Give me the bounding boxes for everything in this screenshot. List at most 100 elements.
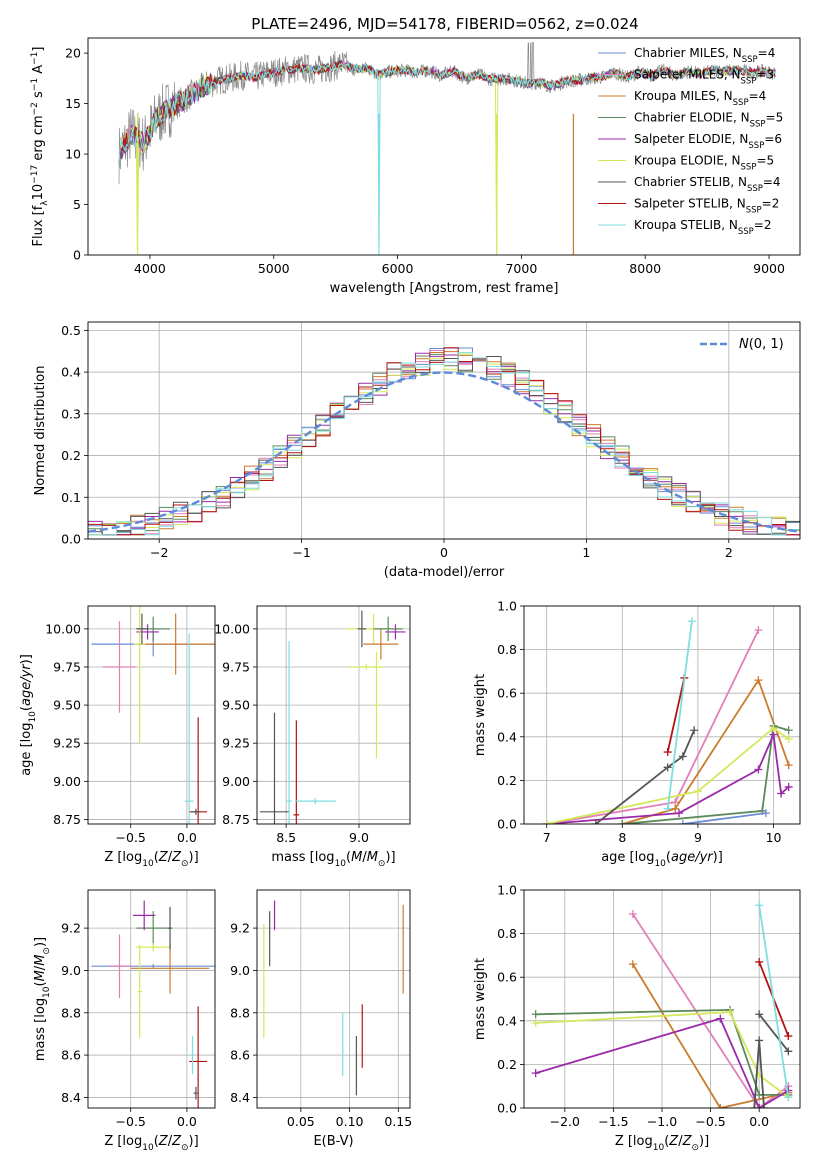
series-marker xyxy=(784,1032,793,1041)
legend-subscript: SSP xyxy=(738,227,754,237)
label-part: Z [log xyxy=(615,1134,653,1149)
series-marker xyxy=(755,1010,764,1019)
x-axis-label: Z [log10(Z/Z⊙)] xyxy=(104,850,198,869)
series-line xyxy=(758,905,790,1098)
errorbar-point xyxy=(184,633,194,824)
series-marker xyxy=(784,761,793,770)
axes-frame xyxy=(523,889,801,1109)
y-tick-label: 9.50 xyxy=(222,698,250,713)
residual-histogram-panel: −2 −1 0 1 2 0.0 0.1 0.2 0.3 0.4 0.5 (data-model)/er… xyxy=(33,321,801,580)
label-part: ( xyxy=(666,850,671,865)
mass-weight-series xyxy=(542,617,793,824)
errorbar-point xyxy=(190,1036,195,1075)
y-tick-label: 9.00 xyxy=(53,774,81,789)
label-part: )] xyxy=(189,1134,199,1149)
label-part: ⊙ xyxy=(691,1143,699,1153)
age-vs-mass-panel: 8.5 9.0 8.75 9.00 9.25 9.50 9.75 10.00 mass [log… xyxy=(214,605,411,869)
series-marker xyxy=(777,789,786,798)
x-tick-label: −1.5 xyxy=(598,1114,628,1129)
legend-label: Chabrier STELIB, NSSP=4 xyxy=(634,175,781,194)
x-axis-label: wavelength [Angstrom, rest frame] xyxy=(330,281,559,296)
label-part: Z xyxy=(682,1134,693,1149)
legend-label: Chabrier MILES, NSSP=4 xyxy=(634,46,775,65)
axes-frame xyxy=(87,37,801,256)
label-part: ⊙ xyxy=(181,1143,189,1153)
y-tick-label: 8.4 xyxy=(230,1090,250,1105)
series-line xyxy=(595,729,695,824)
legend-label: N(0, 1) xyxy=(739,337,784,352)
errorbars xyxy=(259,610,406,824)
x-tick-label: 0.0 xyxy=(749,1114,769,1129)
label-part: Z xyxy=(668,1134,679,1149)
y-tick-label: 8.8 xyxy=(230,1005,250,1020)
legend-subscript: SSP xyxy=(741,163,757,173)
label-part: λ xyxy=(40,200,50,206)
legend-nssp: =4 xyxy=(758,46,776,60)
series-marker xyxy=(628,909,637,918)
legend-subscript: SSP xyxy=(747,184,763,194)
y-tick-label: 10.00 xyxy=(45,621,81,636)
errorbars xyxy=(91,900,215,1108)
series-marker xyxy=(531,1018,540,1027)
x-axis-label: (data-model)/error xyxy=(384,565,505,580)
x-tick-label: −2 xyxy=(150,545,168,560)
legend-model-name: Salpeter STELIB, N xyxy=(634,197,746,211)
y-tick-label: 0.6 xyxy=(497,970,517,985)
y-tick-label: 0.4 xyxy=(497,729,517,744)
model-spectrum-line xyxy=(118,62,776,255)
y-tick-label: 0.3 xyxy=(61,406,81,421)
x-tick-label: 0.05 xyxy=(287,1114,315,1129)
label-part: wavelength [Angstrom, rest frame] xyxy=(330,281,559,296)
errorbar-point xyxy=(108,934,131,998)
histogram-step xyxy=(88,352,800,536)
errorbar-point xyxy=(293,720,300,824)
y-tick-label: 8.75 xyxy=(222,812,250,827)
legend-subscript: SSP xyxy=(742,55,758,65)
series-line xyxy=(666,677,686,753)
series-line xyxy=(546,731,790,824)
y-tick-label: 9.25 xyxy=(222,736,250,751)
series-marker xyxy=(754,625,763,634)
label-part: 10 xyxy=(28,711,38,723)
label-part: −1 xyxy=(30,78,40,91)
massweight-vs-metallicity-panel: −2.0 −1.5 −1.0 −0.5 0.0 0.0 0.2 0.4 0.6 0.8 1.0 Z [… xyxy=(473,883,801,1153)
legend-model-name: Kroupa MILES, N xyxy=(634,89,733,103)
series-marker xyxy=(531,1069,540,1078)
series-marker xyxy=(726,1008,735,1017)
series-line xyxy=(666,621,693,809)
label-part: age [log xyxy=(601,850,654,865)
legend-nssp: =4 xyxy=(763,175,781,189)
y-tick-label: 0.2 xyxy=(497,773,517,788)
normal-curve xyxy=(88,371,800,533)
x-tick-label: 9 xyxy=(694,830,702,845)
series-marker xyxy=(754,676,763,685)
y-axis-label: age [log10(age/yr)] xyxy=(19,654,38,776)
errorbar-point xyxy=(373,616,403,642)
y-tick-label: 9.25 xyxy=(53,736,81,751)
label-part: (0, 1) xyxy=(749,337,784,352)
errorbar-point xyxy=(357,610,367,648)
series-marker xyxy=(542,820,551,824)
series-line xyxy=(535,1008,789,1096)
label-part: Normed distribution xyxy=(33,366,48,496)
label-part: )] xyxy=(699,1134,709,1149)
y-tick-label: 0.0 xyxy=(497,817,517,832)
y-tick-label: 8.4 xyxy=(61,1090,81,1105)
axes-frame xyxy=(87,889,216,1109)
label-part: Z xyxy=(158,1134,169,1149)
legend-model-name: Chabrier MILES, N xyxy=(634,46,742,60)
legend-label: Salpeter MILES, NSSP=3 xyxy=(634,68,774,87)
x-tick-label: 9.0 xyxy=(349,830,369,845)
y-axis-label: mass [log10(M/M⊙)] xyxy=(33,937,52,1061)
y-tick-label: 9.2 xyxy=(230,921,250,936)
spectrum-panel: 4000 5000 6000 7000 8000 9000 0 5 10 15 20 waveleng… xyxy=(30,37,801,296)
legend-nssp: =2 xyxy=(762,197,780,211)
histograms xyxy=(88,347,800,536)
legend-nssp: =6 xyxy=(764,132,782,146)
x-tick-label: 0.0 xyxy=(177,1114,197,1129)
series-marker xyxy=(755,957,764,966)
label-part: −17 xyxy=(30,165,40,184)
mass-vs-extinction-panel: 0.05 0.10 0.15 8.4 8.6 8.8 9.0 9.2 E(B-V) xyxy=(230,889,412,1149)
legend-label: Kroupa ELODIE, NSSP=5 xyxy=(634,154,774,173)
x-axis-label: Z [log10(Z/Z⊙)] xyxy=(104,1134,198,1153)
